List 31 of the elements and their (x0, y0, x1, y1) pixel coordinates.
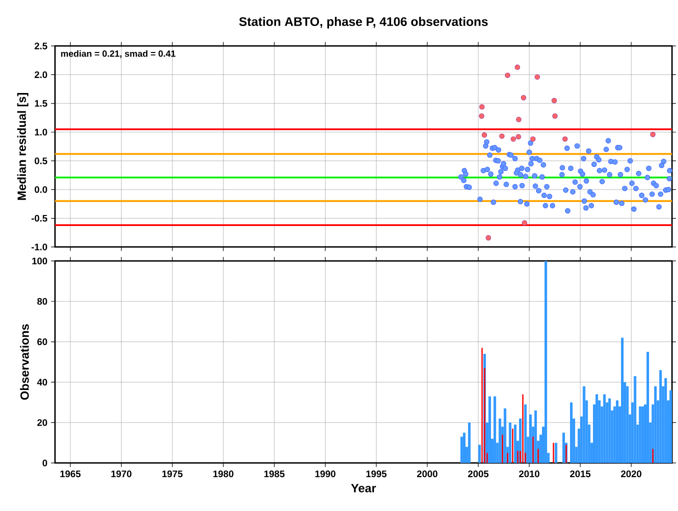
y-tick-label: 0.0 (34, 186, 48, 193)
x-tick-label: 2000 (417, 470, 438, 478)
y-tick-label: 40 (37, 378, 48, 386)
x-axis-title: Year (351, 484, 376, 492)
y-tick-label: 0 (42, 460, 48, 466)
y-tick-label: 0.5 (34, 157, 48, 164)
y-axis-title: Median residual [s] (17, 93, 28, 200)
x-tick-label: 1995 (366, 470, 387, 478)
y-tick-label: -1.0 (32, 244, 48, 250)
y-tick-label: 20 (37, 419, 48, 426)
x-tick-label: 2005 (468, 470, 489, 478)
y-tick-label: 80 (37, 298, 48, 305)
y-tick-label: 2.0 (34, 71, 48, 78)
annotation: median = 0.21, smad = 0.41 (61, 50, 176, 58)
x-tick-label: 1970 (111, 470, 132, 478)
y-tick-label: 100 (32, 258, 48, 264)
y-tick-label: -0.5 (32, 214, 48, 222)
y-axis-title: Observations (20, 324, 29, 400)
x-tick-label: 1975 (162, 470, 183, 478)
x-tick-label: 1985 (264, 470, 285, 478)
y-tick-label: 2.5 (34, 42, 48, 50)
x-tick-label: 1980 (213, 470, 234, 478)
x-tick-label: 2020 (621, 470, 642, 478)
x-tick-label: 2015 (570, 470, 590, 478)
chart-title: Station ABTO, phase P, 4106 observations (239, 16, 488, 28)
x-tick-label: 1990 (315, 470, 336, 478)
y-tick-label: 1.5 (34, 100, 48, 107)
y-tick-label: 60 (37, 338, 48, 346)
x-tick-label: 2010 (519, 470, 540, 478)
x-tick-label: 1965 (60, 470, 81, 478)
y-tick-label: 1.0 (34, 128, 48, 136)
